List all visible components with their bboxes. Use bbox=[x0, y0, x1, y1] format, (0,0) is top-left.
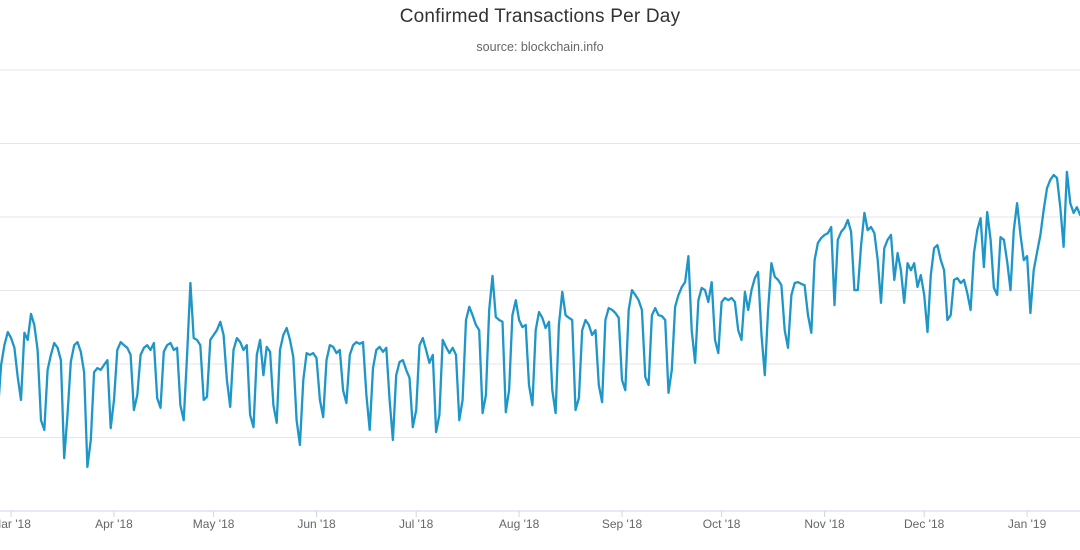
x-axis-label: Jul '18 bbox=[399, 517, 434, 531]
x-axis-ticks bbox=[10, 511, 1028, 517]
x-axis-label: Apr '18 bbox=[95, 517, 133, 531]
chart-title: Confirmed Transactions Per Day bbox=[399, 6, 681, 27]
x-axis-label: Dec '18 bbox=[904, 517, 945, 531]
chart-subtitle: source: blockchain.info bbox=[476, 40, 604, 54]
x-axis-label: Jan '19 bbox=[1008, 517, 1047, 531]
gridlines bbox=[0, 69, 1080, 438]
x-axis-label: May '18 bbox=[193, 517, 235, 531]
series-line[interactable] bbox=[0, 170, 1080, 469]
x-axis-label: Sep '18 bbox=[602, 517, 643, 531]
x-axis-label: Jun '18 bbox=[297, 517, 336, 531]
x-axis-label: Aug '18 bbox=[499, 517, 540, 531]
x-axis-label: Oct '18 bbox=[703, 517, 741, 531]
x-axis-label: Mar '18 bbox=[0, 517, 31, 531]
x-axis-labels: Mar '18 Apr '18 May '18 Jun '18 Jul '18 Aug '… bbox=[0, 517, 1047, 531]
x-axis-label: Nov '18 bbox=[804, 517, 845, 531]
